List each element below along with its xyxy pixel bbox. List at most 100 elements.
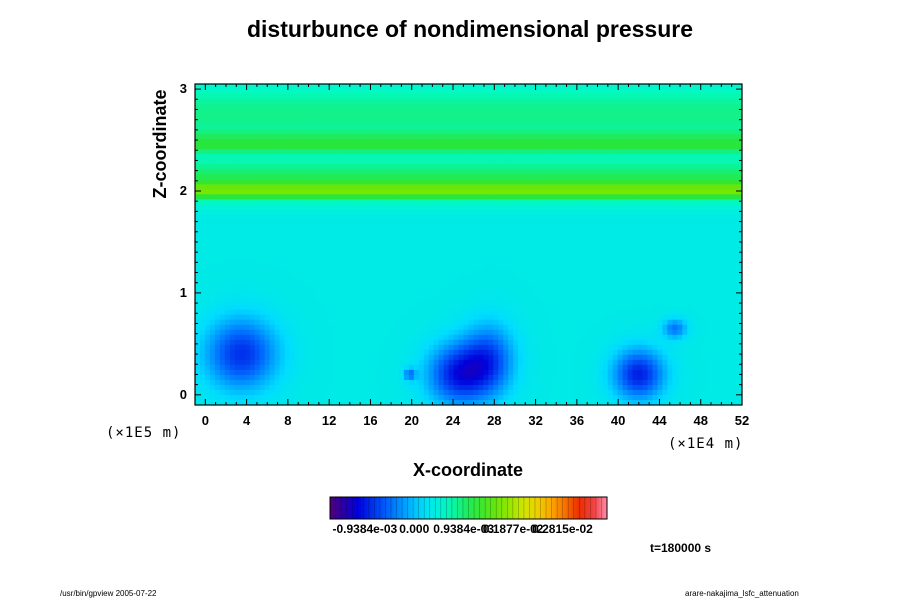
heatmap-cell — [304, 369, 310, 376]
heatmap-cell — [249, 309, 256, 316]
heatmap-cell — [229, 234, 236, 241]
heatmap-cell — [488, 119, 494, 125]
heatmap-cell — [234, 369, 241, 376]
heatmap-cell — [488, 294, 494, 301]
heatmap-cell — [577, 244, 584, 251]
heatmap-cell — [567, 89, 574, 95]
heatmap-cell — [408, 129, 415, 135]
heatmap-cell — [224, 169, 231, 175]
heatmap-cell — [438, 104, 445, 110]
heatmap-cell — [354, 139, 360, 145]
heatmap-cell — [214, 254, 221, 261]
heatmap-cell — [309, 164, 315, 170]
heatmap-cell — [478, 274, 485, 281]
heatmap-cell — [279, 329, 286, 336]
heatmap-cell — [359, 234, 365, 241]
heatmap-cell — [249, 329, 256, 336]
heatmap-cell — [329, 244, 335, 251]
heatmap-cell — [458, 384, 465, 391]
heatmap-cell — [359, 394, 365, 401]
heatmap-cell — [334, 159, 340, 165]
heatmap-cell — [548, 194, 554, 200]
heatmap-cell — [413, 209, 420, 216]
heatmap-cell — [334, 274, 340, 281]
heatmap-cell — [284, 274, 291, 281]
heatmap-cell — [229, 324, 236, 331]
heatmap-cell — [254, 314, 261, 321]
heatmap-cell — [264, 209, 271, 216]
heatmap-cell — [289, 169, 296, 175]
heatmap-cell — [473, 84, 480, 90]
heatmap-cell — [433, 129, 440, 135]
heatmap-cell — [274, 244, 281, 251]
heatmap-cell — [319, 124, 325, 130]
heatmap-cell — [438, 379, 445, 386]
heatmap-cell — [244, 344, 251, 351]
heatmap-cell — [393, 364, 400, 371]
heatmap-cell — [538, 249, 544, 256]
heatmap-cell — [468, 284, 475, 291]
heatmap-cell — [572, 89, 579, 95]
heatmap-cell — [433, 359, 440, 366]
heatmap-cell — [299, 319, 305, 326]
heatmap-cell — [433, 299, 440, 306]
heatmap-cell — [269, 374, 276, 381]
heatmap-cell — [388, 339, 395, 346]
heatmap-cell — [538, 399, 544, 405]
heatmap-cell — [195, 329, 201, 336]
heatmap-cell — [543, 329, 549, 336]
heatmap-cell — [448, 349, 455, 356]
heatmap-cell — [369, 309, 375, 316]
heatmap-cell — [374, 109, 380, 115]
heatmap-cell — [413, 279, 420, 286]
heatmap-cell — [319, 319, 325, 326]
heatmap-cell — [533, 154, 539, 160]
heatmap-cell — [503, 264, 509, 271]
heatmap-cell — [284, 154, 291, 160]
heatmap-cell — [374, 129, 380, 135]
heatmap-cell — [528, 174, 534, 180]
heatmap-cell — [234, 149, 241, 155]
heatmap-cell — [329, 174, 335, 180]
heatmap-cell — [488, 349, 494, 356]
heatmap-cell — [433, 269, 440, 276]
heatmap-cell — [279, 219, 286, 226]
heatmap-cell — [458, 149, 465, 155]
heatmap-cell — [523, 159, 529, 165]
heatmap-cell — [558, 269, 564, 276]
heatmap-cell — [374, 164, 380, 170]
heatmap-cell — [468, 359, 475, 366]
heatmap-cell — [433, 384, 440, 391]
heatmap-cell — [393, 299, 400, 306]
heatmap-cell — [518, 139, 524, 145]
heatmap-cell — [259, 294, 266, 301]
heatmap-cell — [359, 179, 365, 185]
heatmap-cell — [548, 279, 554, 286]
heatmap-cell — [567, 394, 574, 401]
heatmap-cell — [523, 164, 529, 170]
heatmap-cell — [304, 124, 310, 130]
heatmap-cell — [513, 244, 519, 251]
heatmap-cell — [478, 124, 485, 130]
heatmap-cell — [513, 384, 519, 391]
chart-title: disturbunce of nondimensional pressure — [246, 16, 693, 42]
heatmap-cell — [577, 359, 584, 366]
heatmap-cell — [577, 384, 584, 391]
heatmap-cell — [513, 114, 519, 120]
heatmap-cell — [364, 399, 370, 405]
heatmap-cell — [314, 274, 320, 281]
heatmap-cell — [234, 309, 241, 316]
heatmap-cell — [219, 94, 226, 100]
heatmap-cell — [269, 329, 276, 336]
heatmap-cell — [254, 254, 261, 261]
heatmap-cell — [553, 269, 559, 276]
heatmap-cell — [383, 374, 390, 381]
heatmap-cell — [274, 279, 281, 286]
heatmap-cell — [413, 299, 420, 306]
heatmap-cell — [364, 124, 370, 130]
heatmap-cell — [274, 119, 281, 125]
heatmap-cell — [269, 294, 276, 301]
heatmap-cell — [553, 379, 559, 386]
heatmap-cell — [528, 154, 534, 160]
heatmap-cell — [398, 294, 405, 301]
